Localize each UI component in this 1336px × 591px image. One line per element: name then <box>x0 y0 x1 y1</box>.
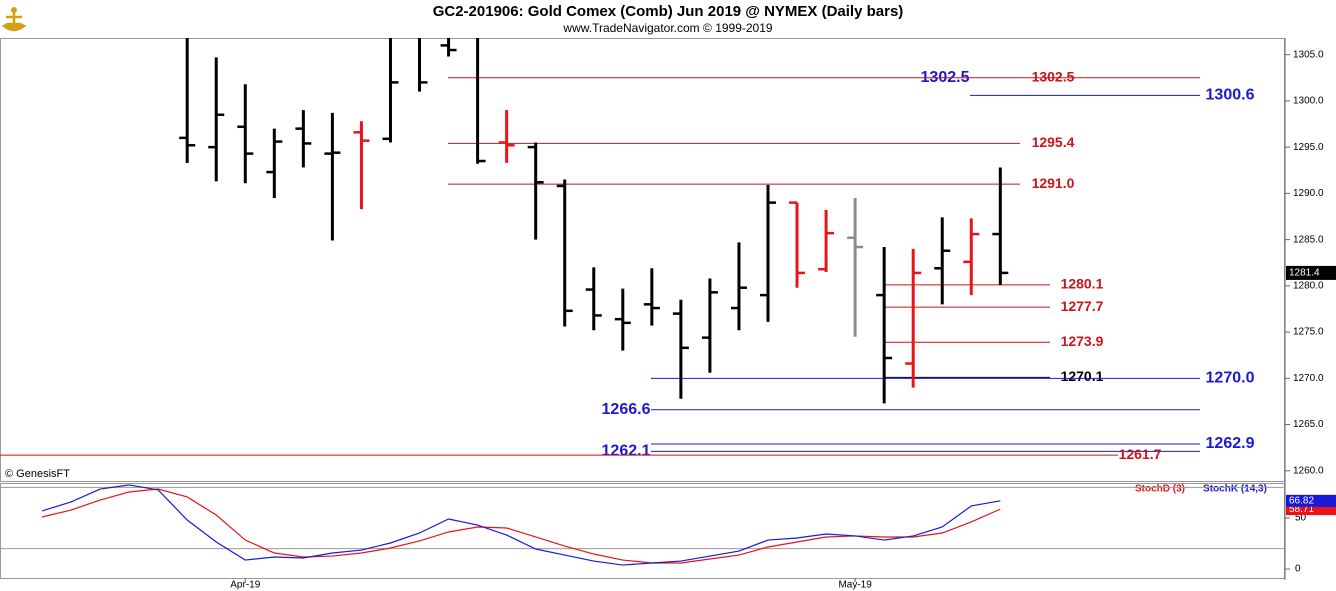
logo <box>1 7 27 32</box>
y-tick-label: 1295.0 <box>1293 142 1324 153</box>
level-label: 1262.9 <box>1206 435 1255 452</box>
y-tick-label: 1290.0 <box>1293 188 1324 199</box>
last-value: 66.82 <box>1289 495 1314 506</box>
y-tick-label: 1305.0 <box>1293 49 1324 60</box>
last-price-box <box>1286 265 1336 280</box>
level-label: 1302.5 <box>1032 68 1075 84</box>
level-label: 1270.1 <box>1061 368 1104 384</box>
level-label: 1280.1 <box>1061 276 1104 292</box>
y-tick-label: 1270.0 <box>1293 373 1324 384</box>
last-price: 1281.4 <box>1289 268 1320 279</box>
level-label: 1273.9 <box>1061 333 1104 349</box>
y-tick-label: 1285.0 <box>1293 234 1324 245</box>
x-tick-label: May-19 <box>838 580 872 591</box>
last-value: 58.71 <box>1289 504 1314 515</box>
y-tick-label: 50 <box>1295 513 1307 524</box>
level-label: 1266.6 <box>602 401 651 418</box>
y-tick-label: 1260.0 <box>1293 465 1324 476</box>
level-label: 1277.7 <box>1061 298 1104 314</box>
stoch-line <box>41 488 1001 564</box>
legend-label: StochK (14,3) <box>1203 484 1267 495</box>
axis: 1260.0 1265.0 1270.0 1275.0 1280.0 1285.0 1290… <box>230 49 1336 591</box>
source-note: © GenesisFT <box>5 468 70 480</box>
x-tick-label: Apr-19 <box>230 580 260 591</box>
level-label: 1291.0 <box>1032 175 1075 191</box>
level-label: 1295.4 <box>1032 134 1075 150</box>
y-tick-label: 1265.0 <box>1293 419 1324 430</box>
y-tick-label: 0 <box>1295 564 1301 575</box>
lower-plot <box>0 484 1285 566</box>
chart-subtitle: www.TradeNavigator.com © 1999-2019 <box>562 21 772 35</box>
chart-title: GC2-201906: Gold Comex (Comb) Jun 2019 @… <box>433 3 904 20</box>
last-value-box <box>1286 494 1336 507</box>
main-plot: 1302.5 1302.51300.61295.41291.01280.11277… <box>0 38 1255 462</box>
y-tick-label: 1300.0 <box>1293 96 1324 107</box>
level-label: 1262.1 <box>602 443 651 460</box>
level-label: 1270.0 <box>1206 370 1255 387</box>
legend-label: StochD (3) <box>1135 484 1185 495</box>
level-label: 1300.6 <box>1206 87 1255 104</box>
y-tick-label: 1280.0 <box>1293 280 1324 291</box>
stoch-line <box>41 484 1001 566</box>
level-label: 1261.7 <box>1119 446 1162 462</box>
y-tick-label: 1275.0 <box>1293 327 1324 338</box>
